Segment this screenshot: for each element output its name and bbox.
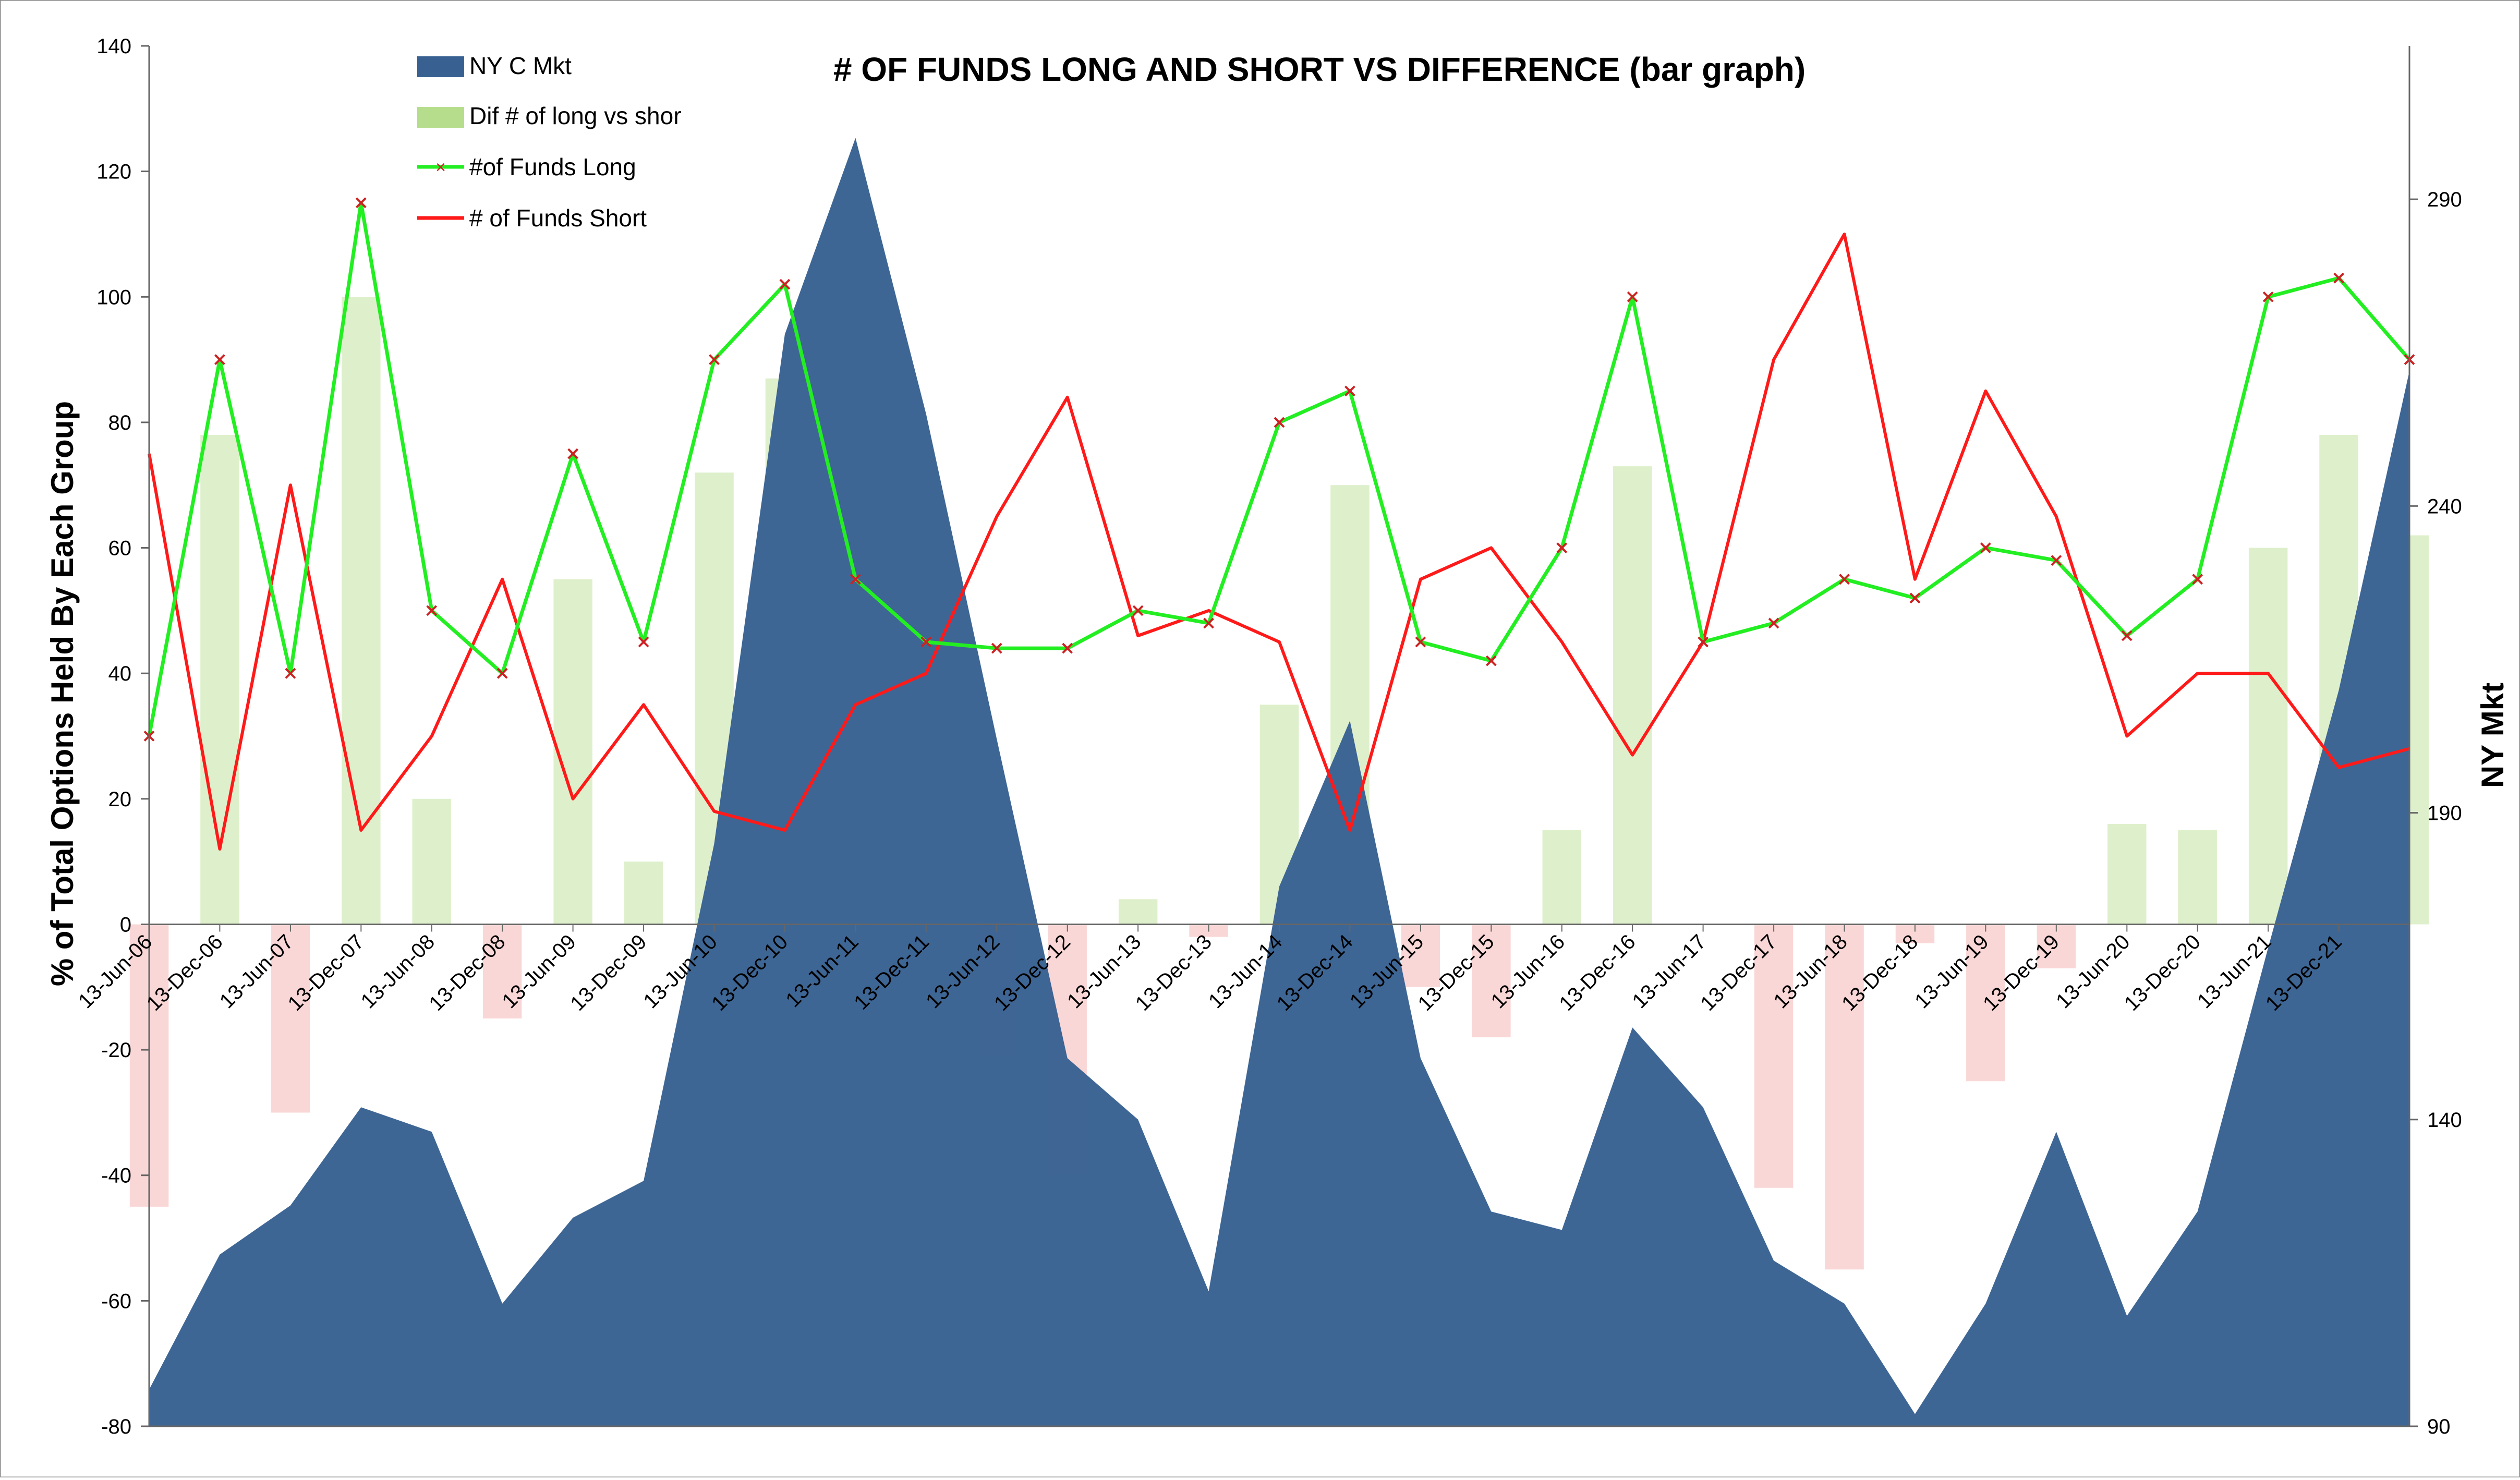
legend: NY C Mkt Dif # of long vs shor × #of Fun… [417,52,682,232]
long-marker [426,605,438,616]
legend-label-market: NY C Mkt [469,52,572,79]
diff-bar [1118,899,1158,925]
right-tick-label: 290 [2427,188,2462,211]
diff-bar [482,924,522,1018]
long-marker [1839,574,1850,585]
right-tick-label: 90 [2427,1415,2451,1438]
diff-bar [553,579,592,925]
left-y-ticks: 140 120 100 80 60 40 20 0 -20 -40 -60 -80 [96,35,149,1438]
diff-bar [1825,924,1864,1270]
long-marker [1485,655,1497,666]
diff-bar [1966,924,2005,1082]
left-tick-label: 60 [108,537,132,560]
diff-bar [1472,924,1511,1038]
diff-bar [1613,466,1652,925]
long-marker [1274,417,1285,428]
left-tick-label: -60 [101,1290,131,1313]
long-marker [1980,542,1991,553]
diff-bar [2037,924,2076,968]
long-marker [567,448,579,459]
long-marker [2121,630,2133,641]
left-tick-label: 0 [120,914,131,937]
legend-swatch-market [417,56,464,77]
long-marker [355,197,367,209]
long-marker [850,574,861,585]
left-tick-label: 120 [96,161,131,184]
long-marker [709,354,720,366]
long-marker [496,668,508,679]
left-axis-title: % of Total Options Held By Each Group [45,401,80,986]
long-marker [991,642,1002,654]
chart-title: # OF FUNDS LONG AND SHORT VS DIFFERENCE … [833,51,1806,88]
diff-bar [624,862,663,925]
long-marker [1203,617,1214,629]
right-tick-label: 140 [2427,1109,2462,1132]
left-tick-label: -40 [101,1164,131,1187]
long-marker [214,354,225,366]
diff-bar [1754,924,1794,1188]
right-tick-label: 190 [2427,802,2462,825]
left-tick-label: 100 [96,286,131,309]
long-marker [1698,636,1709,648]
left-tick-label: 80 [108,411,132,434]
long-marker [2051,555,2062,566]
diff-bar [342,297,381,925]
diff-bar [200,435,239,925]
long-marker [1344,385,1355,397]
long-marker [1062,642,1073,654]
long-marker [1556,542,1568,553]
diff-bar [271,924,310,1113]
long-marker [638,636,649,648]
long-marker [1415,636,1426,648]
axis-layer [148,46,2410,1427]
long-marker [1627,291,1638,302]
left-tick-label: 20 [108,788,132,811]
left-tick-label: 40 [108,662,132,685]
long-marker [1768,617,1779,629]
right-axis-title: NY Mkt [2475,683,2510,788]
right-tick-label: 240 [2427,495,2462,518]
diff-bar [412,798,451,925]
long-marker [920,636,932,648]
diff-bar [2178,830,2217,925]
diff-bar [2107,823,2147,925]
long-marker [779,278,791,290]
series-market-area [149,138,2409,1426]
legend-marker-long: × [435,157,446,177]
diff-bar [1542,830,1581,925]
legend-label-short: # of Funds Short [469,204,647,232]
left-tick-label: -80 [101,1415,131,1438]
legend-label-long: #of Funds Long [469,153,636,180]
right-y-ticks: 290 240 190 140 90 [2409,188,2462,1438]
long-marker [2262,291,2274,302]
long-marker [285,668,296,679]
long-marker [2192,574,2203,585]
legend-swatch-diff [417,107,464,128]
left-tick-label: -20 [101,1039,131,1062]
diff-bar [1401,924,1440,987]
diff-bar [2248,548,2288,925]
series-short-line [148,233,2410,851]
long-marker [2333,272,2344,284]
legend-label-diff: Dif # of long vs shor [469,102,682,129]
long-marker [1132,605,1144,616]
long-marker [1909,592,1921,604]
left-tick-label: 140 [96,35,131,58]
